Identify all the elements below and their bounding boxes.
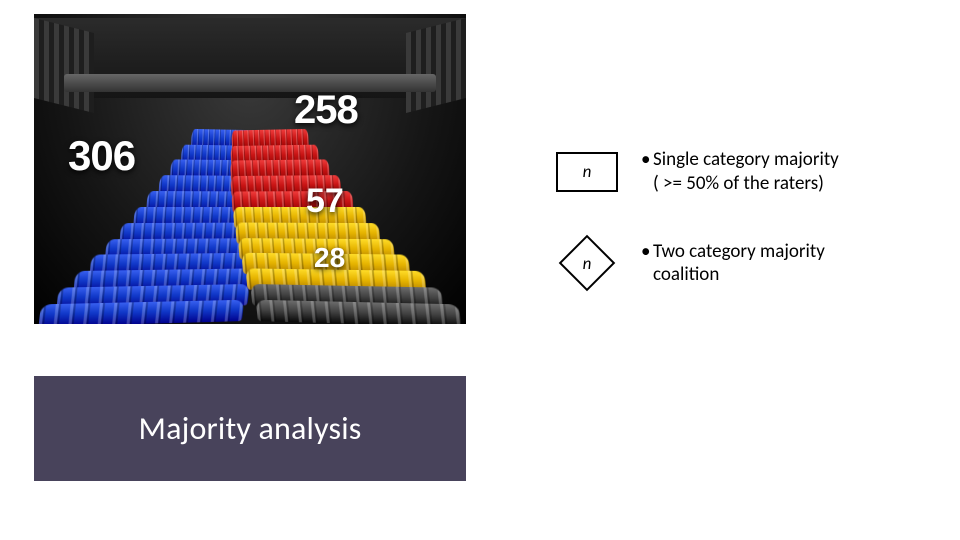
benches [34, 92, 466, 324]
slide: 306 258 57 28 n •Single category majorit… [0, 0, 960, 540]
parliament-chart: 306 258 57 28 [34, 14, 466, 324]
rectangle-shape: n [555, 150, 619, 194]
legend-text-1: •Two category majority coalition [641, 240, 825, 288]
count-grey: 28 [314, 242, 345, 274]
diamond-shape: n [555, 241, 619, 285]
legend: n •Single category majority ( >= 50% of … [555, 148, 915, 331]
legend-text-0: •Single category majority ( >= 50% of th… [641, 148, 839, 196]
legend-item-diamond: n •Two category majority coalition [555, 240, 915, 288]
chamber-floor [64, 74, 436, 92]
benches-right [257, 106, 460, 324]
count-yellow: 57 [306, 182, 344, 221]
count-red: 258 [294, 88, 358, 133]
count-blue: 306 [68, 132, 135, 180]
title-bar: Majority analysis [34, 376, 466, 481]
diamond-label: n [583, 253, 592, 274]
rectangle-label: n [583, 161, 592, 182]
slide-title: Majority analysis [139, 409, 362, 448]
legend-item-rectangle: n •Single category majority ( >= 50% of … [555, 148, 915, 196]
